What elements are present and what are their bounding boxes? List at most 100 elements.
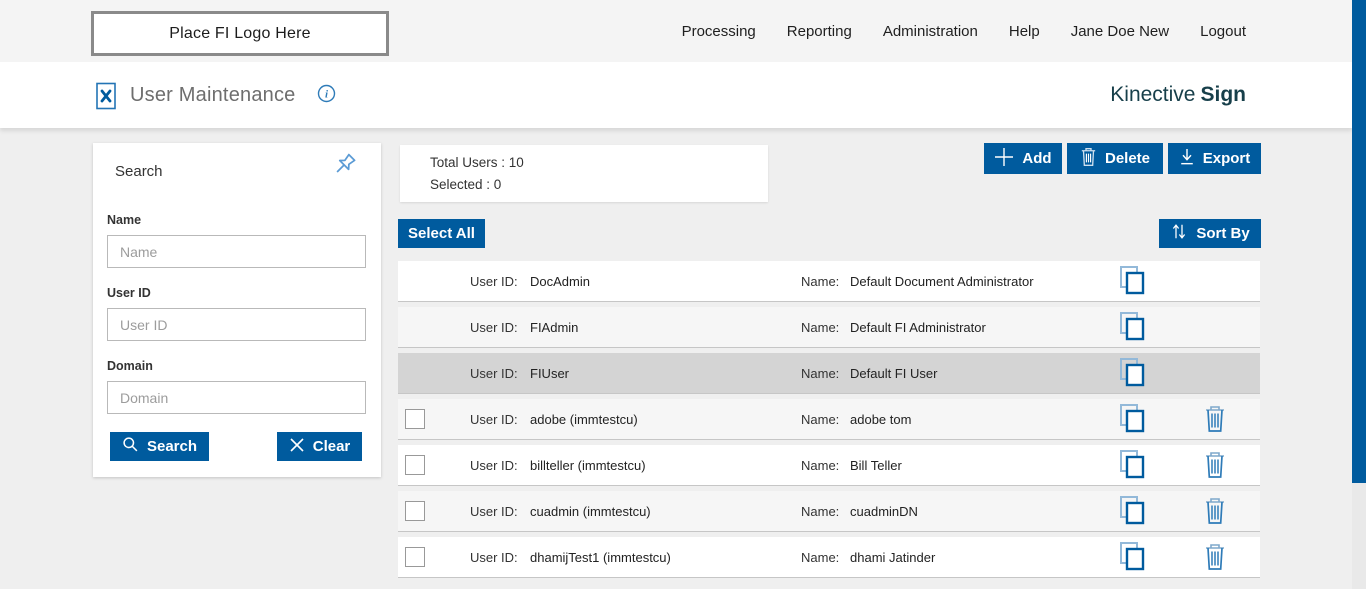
row-user-id-value: cuadmin (immtestcu) [530, 504, 651, 519]
user-row[interactable]: User ID: adobe (immtestcu) Name: adobe t… [398, 399, 1260, 440]
user-id-field-label: User ID [107, 286, 151, 300]
search-icon [122, 436, 139, 457]
row-checkbox[interactable] [405, 409, 425, 429]
domain-input[interactable] [107, 381, 366, 414]
close-icon [289, 437, 305, 457]
action-bar: Add Delete Export [984, 143, 1261, 174]
brand-logo: Kinective Sign [1110, 62, 1246, 128]
row-user-id-value: billteller (immtestcu) [530, 458, 646, 473]
row-copy-button[interactable] [1116, 312, 1148, 344]
trash-icon [1203, 404, 1227, 436]
nav-item-logout[interactable]: Logout [1200, 22, 1246, 40]
row-user-id-label: User ID: [470, 320, 518, 335]
row-user-id-label: User ID: [470, 412, 518, 427]
user-row[interactable]: User ID: FIAdmin Name: Default FI Admini… [398, 307, 1260, 348]
row-name-value: Bill Teller [850, 458, 902, 473]
copy-icon [1119, 495, 1146, 529]
fi-logo-placeholder-text: Place FI Logo Here [169, 24, 311, 42]
nav-item-processing[interactable]: Processing [681, 22, 756, 40]
row-copy-button[interactable] [1116, 266, 1148, 298]
row-user-id-value: adobe (immtestcu) [530, 412, 638, 427]
user-row[interactable]: User ID: cuadmin (immtestcu) Name: cuadm… [398, 491, 1260, 532]
user-maintenance-icon [95, 82, 119, 115]
row-delete-button[interactable] [1199, 404, 1231, 436]
export-button[interactable]: Export [1168, 143, 1261, 174]
nav-item-user-menu[interactable]: Jane Doe New [1070, 22, 1170, 40]
row-copy-button[interactable] [1116, 450, 1148, 482]
copy-icon [1119, 449, 1146, 483]
select-all-button[interactable]: Select All [398, 219, 485, 248]
clear-button[interactable]: Clear [277, 432, 362, 461]
copy-icon [1119, 357, 1146, 391]
search-button[interactable]: Search [110, 432, 209, 461]
sort-by-button[interactable]: Sort By [1159, 219, 1261, 248]
row-user-id-value: DocAdmin [530, 274, 590, 289]
row-checkbox[interactable] [405, 501, 425, 521]
info-icon[interactable]: i [317, 84, 336, 108]
search-button-label: Search [146, 438, 198, 455]
pin-icon[interactable] [329, 151, 359, 186]
trash-icon [1203, 496, 1227, 528]
row-copy-button[interactable] [1116, 542, 1148, 574]
fi-logo-placeholder: Place FI Logo Here [91, 11, 389, 56]
copy-icon [1119, 403, 1146, 437]
row-delete-button[interactable] [1199, 450, 1231, 482]
row-user-id-label: User ID: [470, 550, 518, 565]
row-name-label: Name: [801, 458, 840, 473]
download-icon [1179, 148, 1195, 170]
row-delete-button[interactable] [1199, 542, 1231, 574]
top-navigation: Processing Reporting Administration Help… [682, 0, 1246, 62]
row-name-value: Default Document Administrator [850, 274, 1034, 289]
row-user-id-label: User ID: [470, 366, 518, 381]
row-name-label: Name: [801, 320, 840, 335]
brand-product: Sign [1200, 83, 1247, 106]
plus-icon [994, 147, 1014, 171]
copy-icon [1119, 541, 1146, 575]
sort-by-button-label: Sort By [1196, 225, 1250, 242]
row-user-id-value: FIUser [530, 366, 569, 381]
row-copy-button[interactable] [1116, 358, 1148, 390]
brand-name: Kinective [1110, 83, 1196, 106]
export-button-label: Export [1202, 150, 1251, 167]
user-row[interactable]: User ID: FIUser Name: Default FI User [398, 353, 1260, 394]
svg-text:i: i [325, 89, 329, 101]
row-copy-button[interactable] [1116, 496, 1148, 528]
user-list: User ID: DocAdmin Name: Default Document… [398, 261, 1260, 583]
clear-button-label: Clear [312, 438, 351, 455]
nav-item-help[interactable]: Help [1008, 22, 1040, 40]
row-user-id-label: User ID: [470, 458, 518, 473]
trash-icon [1203, 542, 1227, 574]
name-input[interactable] [107, 235, 366, 268]
user-row[interactable]: User ID: dhamijTest1 (immtestcu) Name: d… [398, 537, 1260, 578]
domain-field-label: Domain [107, 359, 153, 373]
row-copy-button[interactable] [1116, 404, 1148, 436]
nav-item-administration[interactable]: Administration [882, 22, 978, 40]
trash-icon [1080, 147, 1097, 171]
user-row[interactable]: User ID: DocAdmin Name: Default Document… [398, 261, 1260, 302]
row-delete-button[interactable] [1199, 496, 1231, 528]
delete-button[interactable]: Delete [1067, 143, 1163, 174]
row-name-label: Name: [801, 366, 840, 381]
total-users-count: Total Users : 10 [430, 155, 524, 170]
row-checkbox[interactable] [405, 455, 425, 475]
row-user-id-label: User ID: [470, 504, 518, 519]
copy-icon [1119, 265, 1146, 299]
user-row[interactable]: User ID: billteller (immtestcu) Name: Bi… [398, 445, 1260, 486]
delete-button-label: Delete [1104, 150, 1151, 167]
trash-icon [1203, 450, 1227, 482]
scrollbar-thumb[interactable] [1352, 0, 1366, 483]
page-title: User Maintenance [130, 83, 296, 106]
add-button[interactable]: Add [984, 143, 1062, 174]
row-name-label: Name: [801, 412, 840, 427]
row-checkbox[interactable] [405, 547, 425, 567]
row-name-value: Default FI User [850, 366, 938, 381]
top-bar: Place FI Logo Here Processing Reporting … [0, 0, 1352, 62]
scrollbar-track[interactable] [1352, 0, 1366, 589]
selected-count: Selected : 0 [430, 177, 502, 192]
copy-icon [1119, 311, 1146, 345]
user-id-input[interactable] [107, 308, 366, 341]
nav-item-reporting[interactable]: Reporting [786, 22, 852, 40]
row-name-value: cuadminDN [850, 504, 918, 519]
row-user-id-value: FIAdmin [530, 320, 579, 335]
search-panel: Search Name User ID Domain Search Clear [93, 143, 381, 477]
